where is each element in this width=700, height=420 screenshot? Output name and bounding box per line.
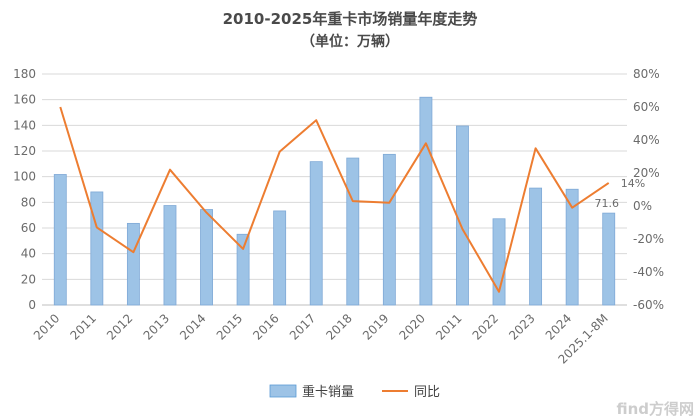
right-axis-tick-label: -60%	[633, 298, 664, 312]
left-axis-tick-label: 120	[13, 144, 36, 158]
bar	[273, 210, 287, 306]
bar	[565, 188, 579, 306]
legend: 重卡销量 同比	[269, 384, 440, 400]
bar	[200, 209, 213, 306]
bar	[126, 222, 140, 306]
bar	[309, 161, 323, 306]
right-axis-tick-label: 80%	[633, 67, 660, 81]
bar	[346, 157, 360, 306]
chart-title: 2010-2025年重卡市场销量年度走势	[223, 10, 478, 28]
right-axis: -60% -40% -20% 0% 20% 40% 60% 80%	[633, 67, 664, 312]
line-series-path	[59, 106, 610, 293]
right-axis-tick-label: 60%	[633, 100, 660, 114]
right-axis-tick-label: 20%	[633, 166, 660, 180]
data-label: 71.6	[594, 197, 619, 210]
bar	[529, 187, 543, 306]
right-axis-tick-label: -20%	[633, 232, 664, 246]
bar	[163, 205, 177, 306]
bar	[382, 153, 396, 306]
right-axis-tick-label: 0%	[633, 199, 652, 213]
left-axis: 0 20 40 60 80 100 120 140 160 180	[13, 67, 36, 312]
bar	[602, 212, 616, 306]
bar	[53, 174, 67, 306]
chart-subtitle: （单位：万辆）	[301, 33, 399, 50]
left-axis-tick-label: 140	[13, 118, 36, 132]
right-axis-tick-label: -40%	[633, 265, 664, 279]
annotations: 71.614%	[594, 177, 645, 210]
left-axis-tick-label: 100	[13, 170, 36, 184]
left-axis-tick-label: 160	[13, 93, 36, 107]
left-axis-tick-label: 60	[21, 221, 36, 235]
right-axis-tick-label: 40%	[633, 133, 660, 147]
bar	[236, 233, 250, 306]
left-axis-tick-label: 0	[28, 298, 36, 312]
left-axis-tick-label: 80	[21, 195, 36, 209]
watermark: find方得网	[616, 400, 694, 418]
legend-bar-swatch	[269, 384, 297, 398]
left-axis-tick-label: 180	[13, 67, 36, 81]
data-label: 14%	[621, 177, 645, 190]
line-series-group	[59, 106, 610, 293]
left-axis-tick-label: 40	[21, 247, 36, 261]
legend-bar-label: 重卡销量	[302, 384, 354, 400]
legend-line-label: 同比	[414, 385, 440, 400]
bar	[419, 96, 433, 306]
left-axis-tick-label: 20	[21, 272, 36, 286]
bar	[90, 191, 104, 306]
bar	[456, 125, 469, 306]
